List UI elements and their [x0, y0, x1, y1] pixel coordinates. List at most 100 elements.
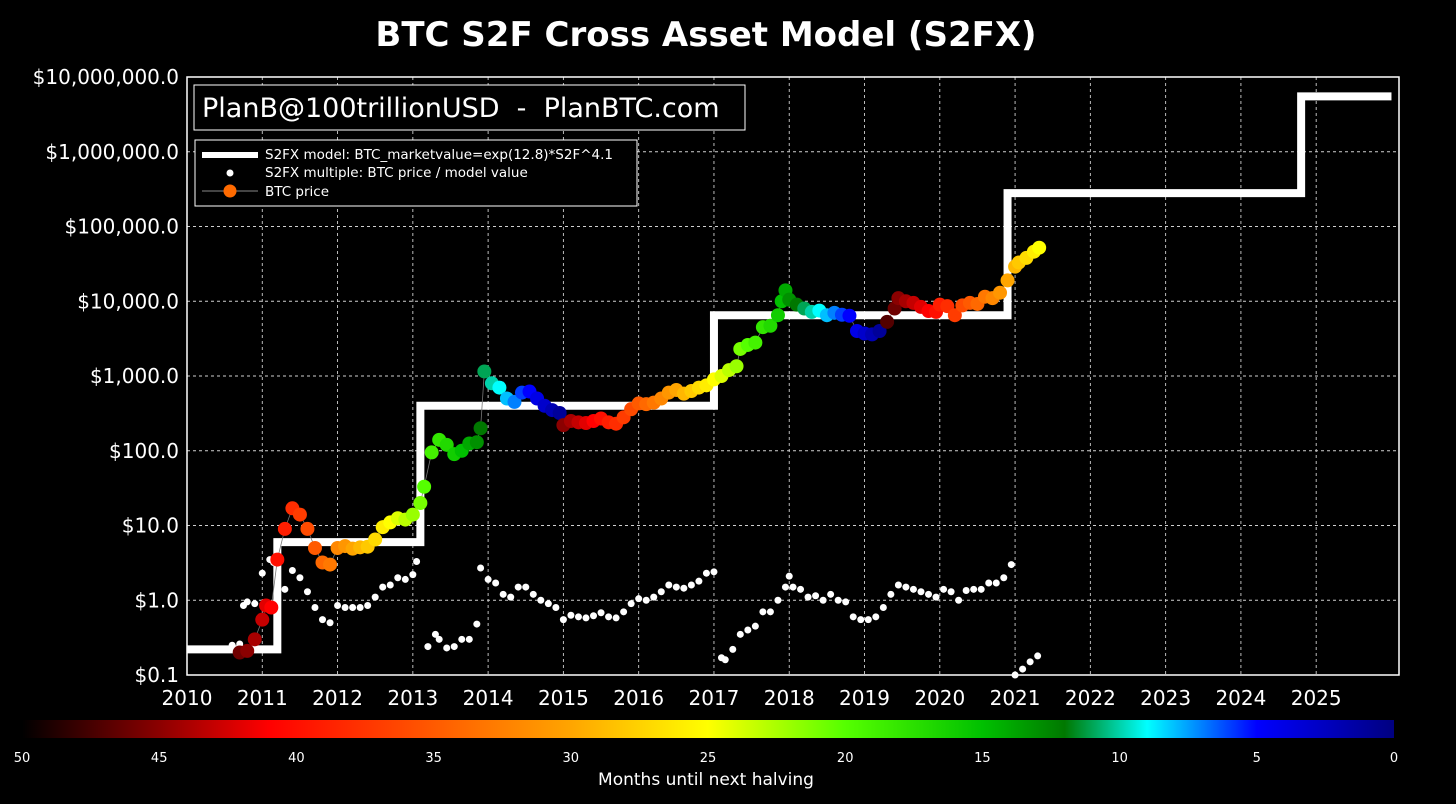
multiple-point — [917, 588, 925, 596]
multiple-point — [1034, 652, 1042, 660]
legend-box — [194, 139, 638, 207]
multiple-point — [386, 581, 394, 589]
price-point — [492, 380, 507, 395]
colorbar-ticks: 50 45 40 35 30 25 20 15 10 5 0 — [14, 751, 1398, 766]
colorbar-tick-label: 5 — [1253, 751, 1261, 766]
price-point — [240, 643, 255, 658]
price-point — [417, 479, 432, 494]
multiple-point — [371, 593, 379, 601]
price-point — [1032, 240, 1047, 255]
price-point — [424, 445, 439, 460]
y-tick-label: $1.0 — [134, 588, 179, 612]
colorbar-tick-label: 25 — [700, 751, 717, 766]
multiple-point — [435, 635, 443, 643]
multiple-point — [443, 644, 451, 652]
colorbar-tick-label: 50 — [14, 751, 31, 766]
multiple-point — [721, 656, 729, 664]
x-tick-label: 2019 — [839, 686, 890, 710]
multiple-point — [559, 616, 567, 624]
x-tick-label: 2015 — [538, 686, 589, 710]
x-tick-label: 2012 — [312, 686, 363, 710]
multiple-point — [228, 641, 236, 649]
price-point — [469, 435, 484, 450]
multiple-point — [1011, 671, 1019, 679]
multiple-point — [477, 564, 485, 572]
multiple-point — [1026, 658, 1034, 666]
multiple-point — [695, 577, 703, 585]
multiple-point — [401, 575, 409, 583]
colorbar-tick-label: 15 — [974, 751, 991, 766]
multiple-point — [985, 579, 993, 587]
multiple-point — [597, 609, 605, 617]
multiple-point — [590, 612, 598, 620]
multiple-point — [458, 635, 466, 643]
x-tick-label: 2020 — [914, 686, 965, 710]
legend-model-label: S2FX model: BTC_marketvalue=exp(12.8)*S2… — [265, 147, 613, 163]
multiple-point — [296, 574, 304, 582]
multiple-point — [849, 613, 857, 621]
multiple-point — [785, 572, 793, 580]
price-point — [264, 600, 279, 615]
multiple-point — [251, 600, 259, 608]
price-point — [300, 521, 315, 536]
x-tick-label: 2025 — [1291, 686, 1342, 710]
x-tick-label: 2013 — [387, 686, 438, 710]
colorbar-tick-label: 0 — [1390, 751, 1398, 766]
multiple-point — [273, 616, 281, 624]
price-point — [255, 612, 270, 627]
multiple-point — [879, 603, 887, 611]
x-tick-label: 2018 — [764, 686, 815, 710]
x-tick-label: 2011 — [237, 686, 288, 710]
multiple-point — [620, 608, 628, 616]
price-point — [947, 308, 962, 323]
price-point — [729, 359, 744, 374]
multiple-point — [736, 630, 744, 638]
multiple-point — [940, 585, 948, 593]
multiple-point — [955, 596, 963, 604]
legend-price-swatch — [223, 184, 237, 198]
legend: S2FX model: BTC_marketvalue=exp(12.8)*S2… — [194, 139, 638, 207]
multiple-series — [228, 556, 1042, 679]
y-tick-label: $10.0 — [122, 514, 179, 538]
price-point — [405, 507, 420, 522]
multiple-point — [424, 643, 432, 651]
colorbar-label: Months until next halving — [598, 770, 814, 790]
multiple-point — [635, 595, 643, 603]
price-point — [842, 308, 857, 323]
price-point — [748, 335, 763, 350]
price-series — [232, 240, 1047, 660]
x-tick-label: 2021 — [990, 686, 1041, 710]
price-point — [1000, 273, 1015, 288]
legend-price-label: BTC price — [265, 184, 329, 200]
multiple-point — [827, 590, 835, 598]
colorbar-tick-label: 40 — [288, 751, 305, 766]
multiple-point — [311, 603, 319, 611]
multiple-point — [804, 593, 812, 601]
x-tick-label: 2014 — [463, 686, 514, 710]
multiple-point — [514, 583, 522, 591]
price-point — [277, 521, 292, 536]
multiple-point — [1019, 665, 1027, 673]
multiple-point — [507, 593, 515, 601]
multiple-point — [1000, 574, 1008, 582]
legend-multiple-label: S2FX multiple: BTC price / model value — [265, 165, 528, 181]
multiple-point — [243, 598, 251, 606]
multiple-point — [349, 603, 357, 611]
price-point — [473, 421, 488, 436]
price-point — [880, 314, 895, 329]
multiple-point — [925, 590, 933, 598]
multiple-point — [680, 584, 688, 592]
multiple-point — [672, 583, 680, 591]
multiple-point — [781, 583, 789, 591]
multiple-point — [650, 593, 658, 601]
multiple-point — [627, 600, 635, 608]
colorbar — [22, 720, 1394, 738]
multiple-point — [1007, 561, 1015, 569]
price-point — [439, 437, 454, 452]
legend-multiple-swatch — [226, 169, 234, 177]
price-point — [270, 552, 285, 567]
price-point — [413, 495, 428, 510]
multiple-point — [864, 616, 872, 624]
multiple-point — [341, 603, 349, 611]
